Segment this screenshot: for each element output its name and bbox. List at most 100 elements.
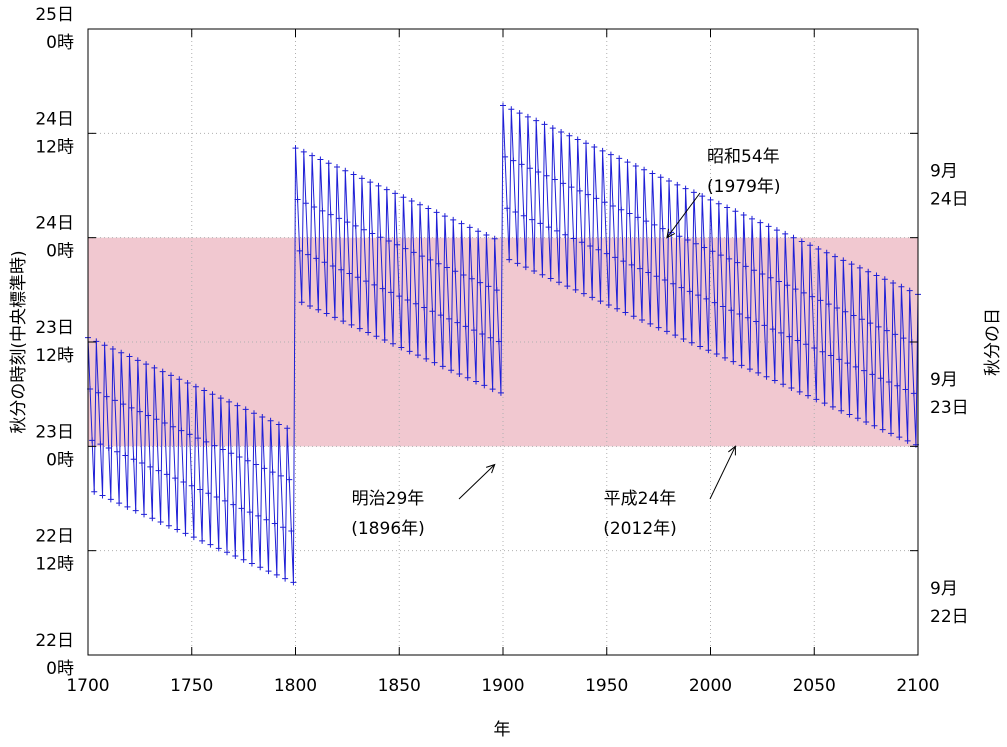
data-point <box>497 389 504 396</box>
data-point <box>441 213 448 220</box>
data-point <box>379 285 386 292</box>
data-point <box>199 537 206 544</box>
data-point <box>705 347 712 354</box>
data-point <box>404 296 411 303</box>
data-point <box>323 310 330 317</box>
data-point <box>641 166 648 173</box>
data-point <box>879 426 886 433</box>
data-point <box>419 253 426 260</box>
label-layer: 1700 1750 1800 1850 1900 1950 2000 2050 2100 25日 0… <box>35 5 968 696</box>
data-point <box>315 306 322 313</box>
data-point <box>890 280 897 287</box>
data-point <box>813 396 820 403</box>
data-point <box>829 403 836 410</box>
x-tick-label: 1850 <box>378 676 421 696</box>
data-point <box>429 308 436 315</box>
data-point <box>390 340 397 347</box>
data-point <box>645 269 652 276</box>
data-point <box>726 255 733 262</box>
data-point <box>493 287 500 294</box>
data-point <box>583 140 589 147</box>
data-point <box>147 463 154 470</box>
data-point <box>734 259 741 266</box>
data-point <box>670 280 677 287</box>
annotation-era: 平成24年 <box>604 489 677 509</box>
data-point <box>348 321 355 328</box>
data-point <box>875 323 882 330</box>
data-point <box>744 314 751 321</box>
data-point <box>387 289 394 296</box>
data-point <box>894 382 901 389</box>
data-point <box>473 378 480 385</box>
right-label-day: 24日 <box>930 190 969 210</box>
data-point <box>89 437 96 444</box>
data-point <box>742 263 749 270</box>
data-point <box>149 515 156 522</box>
data-point <box>300 148 307 155</box>
data-point <box>778 329 785 336</box>
data-point <box>755 369 762 376</box>
annotation-year: (1896年) <box>351 519 425 539</box>
data-point <box>871 422 878 429</box>
data-point <box>817 297 824 304</box>
data-point <box>205 490 212 497</box>
data-point <box>248 560 255 567</box>
data-point <box>678 284 685 291</box>
data-point <box>593 195 600 202</box>
data-point <box>408 197 415 204</box>
x-tick-label: 1950 <box>585 676 628 696</box>
data-point <box>491 235 498 242</box>
data-point <box>155 467 162 474</box>
data-point <box>815 246 822 253</box>
data-point <box>107 496 114 503</box>
data-point <box>450 216 457 223</box>
y-tick-label-day: 22日 <box>35 631 74 651</box>
data-point <box>730 358 737 365</box>
frame-layer <box>87 28 919 656</box>
data-point <box>682 185 689 192</box>
data-point <box>514 260 521 267</box>
data-point <box>475 228 482 235</box>
data-point <box>462 323 469 330</box>
data-point <box>757 219 764 226</box>
data-point <box>495 338 502 345</box>
data-point <box>717 252 724 259</box>
data-point <box>294 196 301 203</box>
data-point <box>800 289 807 296</box>
data-point <box>728 307 735 314</box>
data-point <box>437 312 444 319</box>
data-point <box>331 314 338 321</box>
data-point <box>858 316 865 323</box>
data-point <box>653 273 660 280</box>
data-point <box>842 308 849 315</box>
right-label-month: 9月 <box>930 370 958 390</box>
data-point <box>609 202 616 209</box>
data-point <box>101 342 108 349</box>
data-point <box>215 545 222 552</box>
data-point <box>91 488 98 495</box>
data-point <box>292 145 299 152</box>
data-point <box>836 356 843 363</box>
data-point <box>775 278 782 285</box>
data-point <box>892 331 899 338</box>
data-point <box>431 359 438 366</box>
data-point <box>377 234 384 241</box>
data-point <box>867 320 874 327</box>
data-point <box>657 174 664 181</box>
data-point <box>686 288 693 295</box>
data-point <box>522 264 529 271</box>
data-point <box>238 505 245 512</box>
data-point <box>174 526 181 533</box>
x-tick-label: 2050 <box>793 676 836 696</box>
data-point <box>334 163 340 170</box>
data-point <box>614 305 621 312</box>
data-point <box>684 236 691 243</box>
data-point <box>219 446 226 453</box>
data-point <box>182 530 189 537</box>
data-point <box>358 175 365 182</box>
data-point <box>367 179 374 186</box>
data-point <box>267 417 274 424</box>
data-point <box>383 186 390 193</box>
annotation-arrow-line <box>709 446 736 500</box>
data-point <box>661 277 668 284</box>
